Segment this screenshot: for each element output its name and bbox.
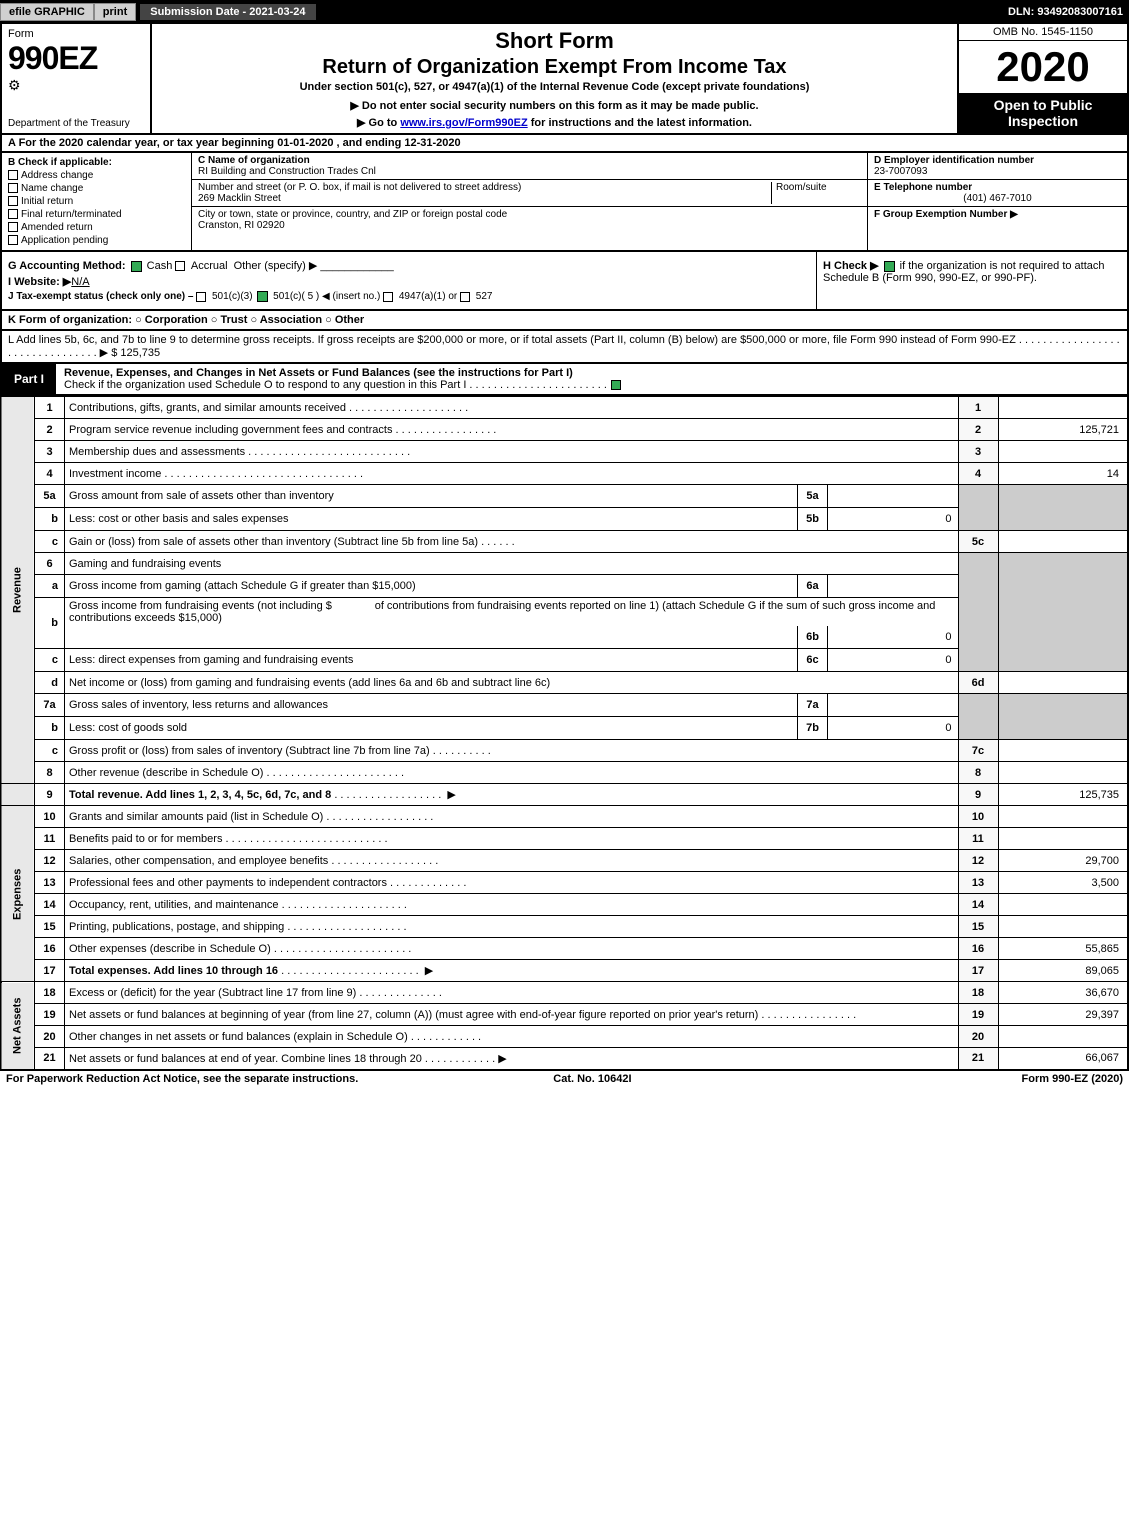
row-l: L Add lines 5b, 6c, and 7b to line 9 to …	[0, 331, 1129, 364]
check-amended[interactable]: Amended return	[8, 222, 185, 233]
part1-sub: Check if the organization used Schedule …	[64, 379, 607, 391]
form-ref: Form 990-EZ (2020)	[1022, 1073, 1123, 1085]
row-k: K Form of organization: ○ Corporation ○ …	[0, 311, 1129, 331]
check-name[interactable]: Name change	[8, 183, 185, 194]
footer: For Paperwork Reduction Act Notice, see …	[0, 1071, 1129, 1087]
schedule-o-check[interactable]	[611, 380, 621, 390]
line16-amount: 55,865	[998, 938, 1128, 960]
open-public: Open to Public Inspection	[959, 93, 1127, 133]
line18-amount: 36,670	[998, 982, 1128, 1004]
dln: DLN: 93492083007161	[1008, 6, 1129, 18]
j-tax-exempt: J Tax-exempt status (check only one) – 5…	[8, 291, 810, 302]
title-return: Return of Organization Exempt From Incom…	[160, 56, 949, 79]
cat-no: Cat. No. 10642I	[553, 1073, 631, 1085]
line2-amount: 125,721	[998, 419, 1128, 441]
street-address: 269 Macklin Street	[198, 193, 771, 204]
entity-block: B Check if applicable: Address change Na…	[0, 153, 1129, 252]
b-label: B Check if applicable:	[8, 157, 185, 168]
top-bar: efile GRAPHIC print Submission Date - 20…	[0, 0, 1129, 24]
title-short-form: Short Form	[160, 28, 949, 54]
line13-amount: 3,500	[998, 872, 1128, 894]
ghij-block: G Accounting Method: Cash Accrual Other …	[0, 252, 1129, 311]
efile-graphic-button[interactable]: efile GRAPHIC	[0, 3, 94, 21]
website-value: N/A	[71, 276, 89, 288]
part1-table: Revenue 1Contributions, gifts, grants, a…	[0, 396, 1129, 1071]
submission-date: Submission Date - 2021-03-24	[140, 4, 315, 20]
line12-amount: 29,700	[998, 850, 1128, 872]
city-label: City or town, state or province, country…	[198, 209, 861, 220]
org-name: RI Building and Construction Trades Cnl	[198, 166, 861, 177]
part1-title: Revenue, Expenses, and Changes in Net As…	[64, 367, 573, 379]
paperwork-notice: For Paperwork Reduction Act Notice, see …	[6, 1073, 358, 1085]
i-website: I Website: ▶N/A	[8, 275, 810, 288]
d-ein-label: D Employer identification number	[874, 155, 1121, 166]
line4-amount: 14	[998, 463, 1128, 485]
form-number: 990EZ	[8, 40, 144, 77]
line21-amount: 66,067	[998, 1048, 1128, 1070]
phone-value: (401) 467-7010	[874, 193, 1121, 204]
line19-amount: 29,397	[998, 1004, 1128, 1026]
g-accounting: G Accounting Method: Cash Accrual Other …	[8, 259, 810, 272]
accrual-checkbox[interactable]	[175, 261, 185, 271]
irs-link[interactable]: www.irs.gov/Form990EZ	[400, 117, 527, 129]
city-state-zip: Cranston, RI 02920	[198, 220, 861, 231]
tax-year: 2020	[959, 41, 1127, 93]
cash-checkbox[interactable]	[131, 261, 142, 272]
part1-header: Part I Revenue, Expenses, and Changes in…	[0, 364, 1129, 396]
check-initial[interactable]: Initial return	[8, 196, 185, 207]
side-netassets: Net Assets	[1, 982, 35, 1070]
h-check: H Check ▶ if the organization is not req…	[823, 259, 1121, 284]
street-label: Number and street (or P. O. box, if mail…	[198, 182, 771, 193]
row-a-period: A For the 2020 calendar year, or tax yea…	[0, 135, 1129, 153]
goto-link-line: ▶ Go to www.irs.gov/Form990EZ for instru…	[160, 116, 949, 129]
form-label: Form	[8, 28, 144, 40]
ein-value: 23-7007093	[874, 166, 1121, 177]
check-address[interactable]: Address change	[8, 170, 185, 181]
check-pending[interactable]: Application pending	[8, 235, 185, 246]
line17-amount: 89,065	[998, 960, 1128, 982]
f-group-label: F Group Exemption Number ▶	[874, 209, 1121, 220]
side-revenue: Revenue	[1, 397, 35, 784]
h-checkbox[interactable]	[884, 261, 895, 272]
form-header: Form 990EZ ⚙ Department of the Treasury …	[0, 24, 1129, 135]
e-phone-label: E Telephone number	[874, 182, 1121, 193]
side-expenses: Expenses	[1, 806, 35, 982]
part1-label: Part I	[2, 364, 56, 394]
omb-number: OMB No. 1545-1150	[959, 24, 1127, 41]
check-final[interactable]: Final return/terminated	[8, 209, 185, 220]
warning-ssn: ▶ Do not enter social security numbers o…	[160, 99, 949, 112]
line9-amount: 125,735	[998, 784, 1128, 806]
room-suite-label: Room/suite	[771, 182, 861, 204]
c-label: C Name of organization	[198, 155, 861, 166]
dept-treasury: Department of the Treasury	[8, 118, 130, 129]
subtitle-section: Under section 501(c), 527, or 4947(a)(1)…	[160, 81, 949, 93]
print-button[interactable]: print	[94, 3, 136, 21]
